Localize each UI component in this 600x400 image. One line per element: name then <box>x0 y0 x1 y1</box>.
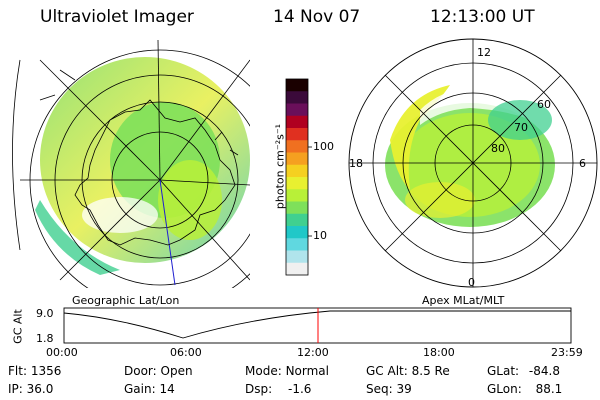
mlat-label-60: 60 <box>537 98 551 111</box>
mlt-label-18: 18 <box>349 157 363 170</box>
door-readout: Door: Open <box>124 364 193 378</box>
dsp-label: Dsp: <box>245 382 273 396</box>
colorbar-segment <box>286 238 308 251</box>
mlat-label-80: 80 <box>491 142 505 155</box>
ip-label: IP: <box>8 382 23 396</box>
colorbar-segment <box>286 189 308 202</box>
timeline-xtick-1800: 18:00 <box>423 346 455 359</box>
colorbar-unit: photon cm⁻²s⁻¹ <box>273 123 287 210</box>
altitude-curve <box>63 310 571 339</box>
timeline-xtick-0000: 00:00 <box>46 346 78 359</box>
colorbar-segment <box>286 140 308 153</box>
colorbar-segment <box>286 103 308 117</box>
mode-label: Mode: <box>245 364 282 378</box>
colorbar-tick-10: 10 <box>313 229 327 242</box>
timeline-xtick-0600: 06:00 <box>170 346 202 359</box>
gain-readout: Gain: 14 <box>124 382 175 396</box>
mode-readout: Mode: Normal <box>245 364 329 378</box>
colorbar-segment <box>286 201 308 215</box>
seq-readout: Seq: 39 <box>366 382 412 396</box>
glon-value: 88.1 <box>535 382 563 396</box>
colorbar <box>285 78 312 276</box>
gain-label: Gain: <box>124 382 156 396</box>
timeline-xtick-1200: 12:00 <box>297 346 329 359</box>
colorbar-segment <box>286 250 308 264</box>
antarctica-coastline <box>74 99 236 246</box>
mlt-label-6: 6 <box>579 157 586 170</box>
ip-readout: IP: 36.0 <box>8 382 53 396</box>
colorbar-tick-100: 100 <box>313 140 334 153</box>
seq-label: Seq: <box>366 382 393 396</box>
gcalt-value: 8.5 Re <box>411 364 450 378</box>
glat-label: GLat: <box>487 364 520 378</box>
time-label: 12:13:00 UT <box>430 7 535 27</box>
gain-value: 14 <box>159 382 175 396</box>
right-panel-caption: Apex MLat/MLT <box>422 294 505 307</box>
flt-value: 1356 <box>30 364 62 378</box>
gcalt-label: GC Alt: <box>366 364 408 378</box>
glat-value: -84.8 <box>528 364 560 378</box>
timeline-xtick-2359: 23:59 <box>551 346 583 359</box>
colorbar-segment <box>286 262 308 276</box>
mlat-label-70: 70 <box>514 121 528 134</box>
colorbar-segment <box>286 152 308 166</box>
glon-readout: GLon: 88.1 <box>487 382 562 396</box>
colorbar-segment <box>286 79 308 92</box>
left-panel-caption: Geographic Lat/Lon <box>72 294 180 307</box>
door-value: Open <box>160 364 193 378</box>
apex-panel <box>348 38 598 288</box>
geographic-panel <box>12 39 250 288</box>
timeline-ytick-low: 1.8 <box>36 332 54 345</box>
glon-label: GLon: <box>487 382 522 396</box>
mode-value: Normal <box>285 364 329 378</box>
timeline-ytick-high: 9.0 <box>36 307 54 320</box>
colorbar-segment <box>286 226 308 239</box>
seq-value: 39 <box>396 382 412 396</box>
dsp-readout: Dsp: -1.6 <box>245 382 311 396</box>
colorbar-segment <box>286 128 308 141</box>
colorbar-segment <box>286 177 308 190</box>
colorbar-segment <box>286 164 308 178</box>
colorbar-segment <box>286 115 308 129</box>
orbit-timeline <box>63 307 572 344</box>
glat-readout: GLat: -84.8 <box>487 364 560 378</box>
flt-label: Flt: <box>8 364 27 378</box>
gcalt-readout: GC Alt: 8.5 Re <box>366 364 450 378</box>
mlt-label-12: 12 <box>477 46 491 59</box>
date-label: 14 Nov 07 <box>273 7 361 27</box>
timeline-ylabel: GC Alt <box>11 309 25 344</box>
door-label: Door: <box>124 364 157 378</box>
flt-readout: Flt: 1356 <box>8 364 61 378</box>
ip-value: 36.0 <box>26 382 54 396</box>
instrument-title: Ultraviolet Imager <box>40 7 194 27</box>
colorbar-segment <box>286 91 308 104</box>
dsp-value: -1.6 <box>287 382 312 396</box>
colorbar-segment <box>286 213 308 227</box>
mlt-label-0: 0 <box>468 276 475 289</box>
